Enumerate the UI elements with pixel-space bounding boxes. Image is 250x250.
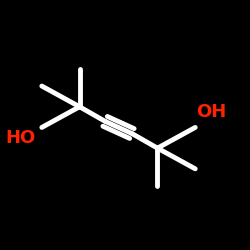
Text: HO: HO (6, 129, 36, 147)
Text: OH: OH (196, 103, 227, 121)
